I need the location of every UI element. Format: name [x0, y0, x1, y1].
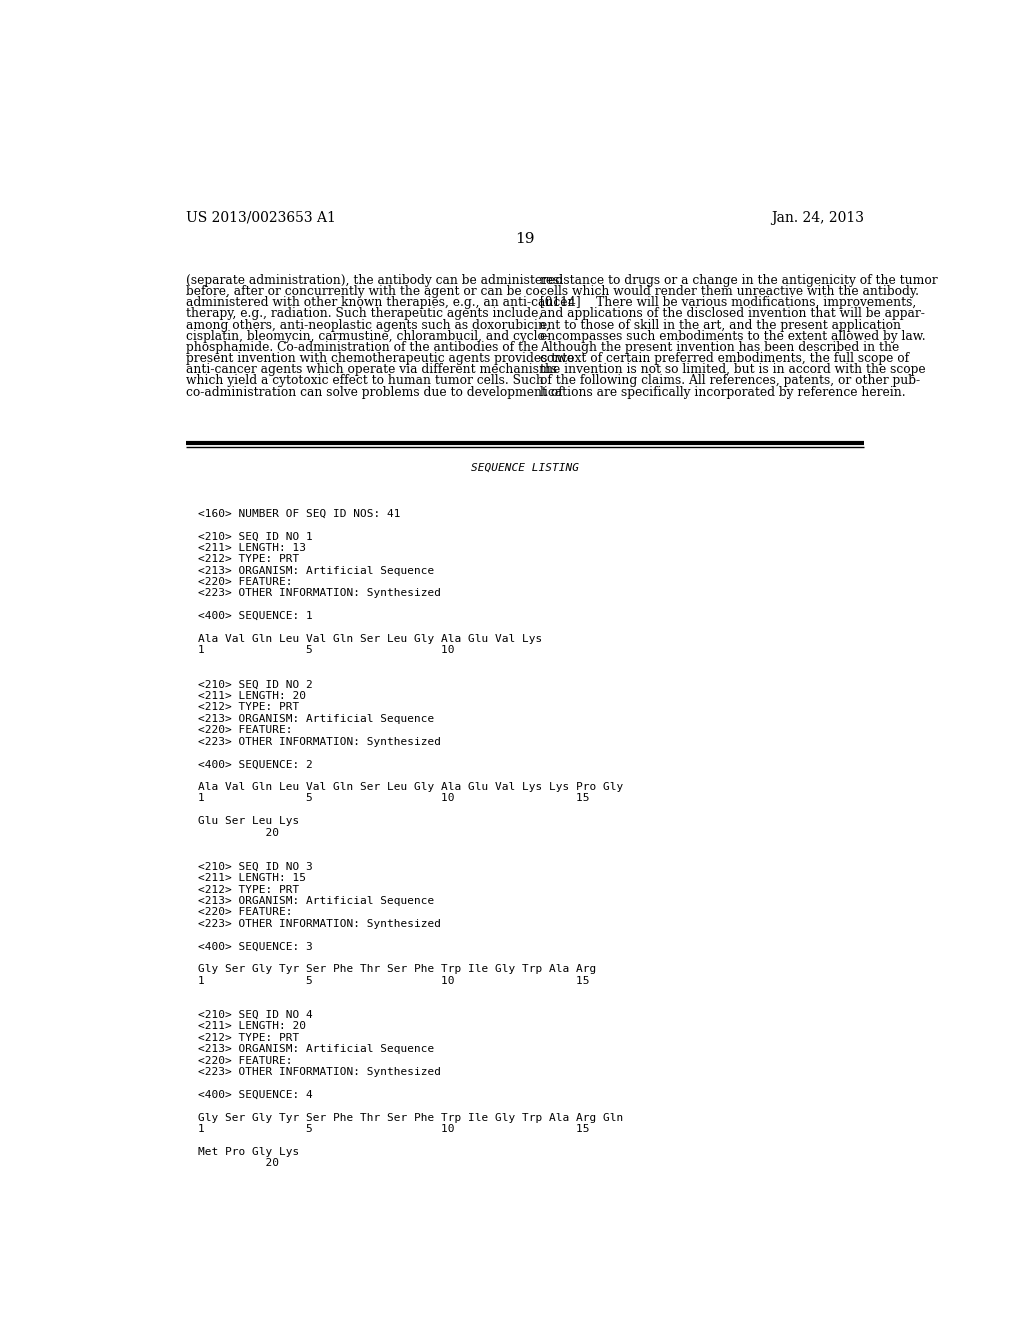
- Text: <160> NUMBER OF SEQ ID NOS: 41: <160> NUMBER OF SEQ ID NOS: 41: [198, 508, 400, 519]
- Text: <223> OTHER INFORMATION: Synthesized: <223> OTHER INFORMATION: Synthesized: [198, 1067, 440, 1077]
- Text: context of certain preferred embodiments, the full scope of: context of certain preferred embodiments…: [541, 352, 909, 366]
- Text: and applications of the disclosed invention that will be appar-: and applications of the disclosed invent…: [541, 308, 925, 321]
- Text: administered with other known therapies, e.g., an anti-cancer: administered with other known therapies,…: [186, 296, 573, 309]
- Text: 1               5                   10                  15: 1 5 10 15: [198, 793, 589, 804]
- Text: <211> LENGTH: 20: <211> LENGTH: 20: [198, 1022, 306, 1031]
- Text: SEQUENCE LISTING: SEQUENCE LISTING: [471, 462, 579, 473]
- Text: <211> LENGTH: 13: <211> LENGTH: 13: [198, 543, 306, 553]
- Text: <211> LENGTH: 20: <211> LENGTH: 20: [198, 690, 306, 701]
- Text: <211> LENGTH: 15: <211> LENGTH: 15: [198, 874, 306, 883]
- Text: Met Pro Gly Lys: Met Pro Gly Lys: [198, 1147, 299, 1156]
- Text: Gly Ser Gly Tyr Ser Phe Thr Ser Phe Trp Ile Gly Trp Ala Arg Gln: Gly Ser Gly Tyr Ser Phe Thr Ser Phe Trp …: [198, 1113, 623, 1122]
- Text: <220> FEATURE:: <220> FEATURE:: [198, 907, 292, 917]
- Text: <400> SEQUENCE: 3: <400> SEQUENCE: 3: [198, 941, 312, 952]
- Text: <210> SEQ ID NO 3: <210> SEQ ID NO 3: [198, 862, 312, 873]
- Text: [0114]    There will be various modifications, improvements,: [0114] There will be various modificatio…: [541, 296, 916, 309]
- Text: <210> SEQ ID NO 4: <210> SEQ ID NO 4: [198, 1010, 312, 1020]
- Text: among others, anti-neoplastic agents such as doxorubicin,: among others, anti-neoplastic agents suc…: [186, 318, 550, 331]
- Text: <223> OTHER INFORMATION: Synthesized: <223> OTHER INFORMATION: Synthesized: [198, 919, 440, 929]
- Text: Glu Ser Leu Lys: Glu Ser Leu Lys: [198, 816, 299, 826]
- Text: Ala Val Gln Leu Val Gln Ser Leu Gly Ala Glu Val Lys: Ala Val Gln Leu Val Gln Ser Leu Gly Ala …: [198, 634, 542, 644]
- Text: co-administration can solve problems due to development of: co-administration can solve problems due…: [186, 385, 563, 399]
- Text: of the following claims. All references, patents, or other pub-: of the following claims. All references,…: [541, 375, 921, 387]
- Text: <210> SEQ ID NO 2: <210> SEQ ID NO 2: [198, 680, 312, 689]
- Text: <213> ORGANISM: Artificial Sequence: <213> ORGANISM: Artificial Sequence: [198, 714, 434, 723]
- Text: Jan. 24, 2013: Jan. 24, 2013: [771, 211, 864, 224]
- Text: 1               5                   10                  15: 1 5 10 15: [198, 1125, 589, 1134]
- Text: cells which would render them unreactive with the antibody.: cells which would render them unreactive…: [541, 285, 920, 298]
- Text: <212> TYPE: PRT: <212> TYPE: PRT: [198, 554, 299, 564]
- Text: Although the present invention has been described in the: Although the present invention has been …: [541, 341, 899, 354]
- Text: <212> TYPE: PRT: <212> TYPE: PRT: [198, 1032, 299, 1043]
- Text: cisplatin, bleomycin, carmustine, chlorambucil, and cyclo-: cisplatin, bleomycin, carmustine, chlora…: [186, 330, 549, 343]
- Text: resistance to drugs or a change in the antigenicity of the tumor: resistance to drugs or a change in the a…: [541, 275, 938, 286]
- Text: <400> SEQUENCE: 4: <400> SEQUENCE: 4: [198, 1090, 312, 1100]
- Text: 20: 20: [198, 828, 279, 838]
- Text: 20: 20: [198, 1158, 279, 1168]
- Text: 19: 19: [515, 231, 535, 246]
- Text: <212> TYPE: PRT: <212> TYPE: PRT: [198, 702, 299, 713]
- Text: <220> FEATURE:: <220> FEATURE:: [198, 725, 292, 735]
- Text: <220> FEATURE:: <220> FEATURE:: [198, 577, 292, 587]
- Text: present invention with chemotherapeutic agents provides two: present invention with chemotherapeutic …: [186, 352, 574, 366]
- Text: which yield a cytotoxic effect to human tumor cells. Such: which yield a cytotoxic effect to human …: [186, 375, 544, 387]
- Text: 1               5                   10: 1 5 10: [198, 645, 455, 655]
- Text: <213> ORGANISM: Artificial Sequence: <213> ORGANISM: Artificial Sequence: [198, 1044, 434, 1055]
- Text: <400> SEQUENCE: 1: <400> SEQUENCE: 1: [198, 611, 312, 622]
- Text: <223> OTHER INFORMATION: Synthesized: <223> OTHER INFORMATION: Synthesized: [198, 589, 440, 598]
- Text: phosphamide. Co-administration of the antibodies of the: phosphamide. Co-administration of the an…: [186, 341, 539, 354]
- Text: the invention is not so limited, but is in accord with the scope: the invention is not so limited, but is …: [541, 363, 926, 376]
- Text: <213> ORGANISM: Artificial Sequence: <213> ORGANISM: Artificial Sequence: [198, 565, 434, 576]
- Text: therapy, e.g., radiation. Such therapeutic agents include,: therapy, e.g., radiation. Such therapeut…: [186, 308, 543, 321]
- Text: <212> TYPE: PRT: <212> TYPE: PRT: [198, 884, 299, 895]
- Text: <213> ORGANISM: Artificial Sequence: <213> ORGANISM: Artificial Sequence: [198, 896, 434, 906]
- Text: ent to those of skill in the art, and the present application: ent to those of skill in the art, and th…: [541, 318, 901, 331]
- Text: anti-cancer agents which operate via different mechanisms: anti-cancer agents which operate via dif…: [186, 363, 557, 376]
- Text: <223> OTHER INFORMATION: Synthesized: <223> OTHER INFORMATION: Synthesized: [198, 737, 440, 747]
- Text: encompasses such embodiments to the extent allowed by law.: encompasses such embodiments to the exte…: [541, 330, 926, 343]
- Text: <210> SEQ ID NO 1: <210> SEQ ID NO 1: [198, 532, 312, 541]
- Text: before, after or concurrently with the agent or can be co-: before, after or concurrently with the a…: [186, 285, 544, 298]
- Text: <220> FEATURE:: <220> FEATURE:: [198, 1056, 292, 1065]
- Text: Gly Ser Gly Tyr Ser Phe Thr Ser Phe Trp Ile Gly Trp Ala Arg: Gly Ser Gly Tyr Ser Phe Thr Ser Phe Trp …: [198, 965, 596, 974]
- Text: <400> SEQUENCE: 2: <400> SEQUENCE: 2: [198, 759, 312, 770]
- Text: US 2013/0023653 A1: US 2013/0023653 A1: [186, 211, 336, 224]
- Text: 1               5                   10                  15: 1 5 10 15: [198, 975, 589, 986]
- Text: (separate administration), the antibody can be administered: (separate administration), the antibody …: [186, 275, 563, 286]
- Text: lications are specifically incorporated by reference herein.: lications are specifically incorporated …: [541, 385, 906, 399]
- Text: Ala Val Gln Leu Val Gln Ser Leu Gly Ala Glu Val Lys Lys Pro Gly: Ala Val Gln Leu Val Gln Ser Leu Gly Ala …: [198, 781, 623, 792]
